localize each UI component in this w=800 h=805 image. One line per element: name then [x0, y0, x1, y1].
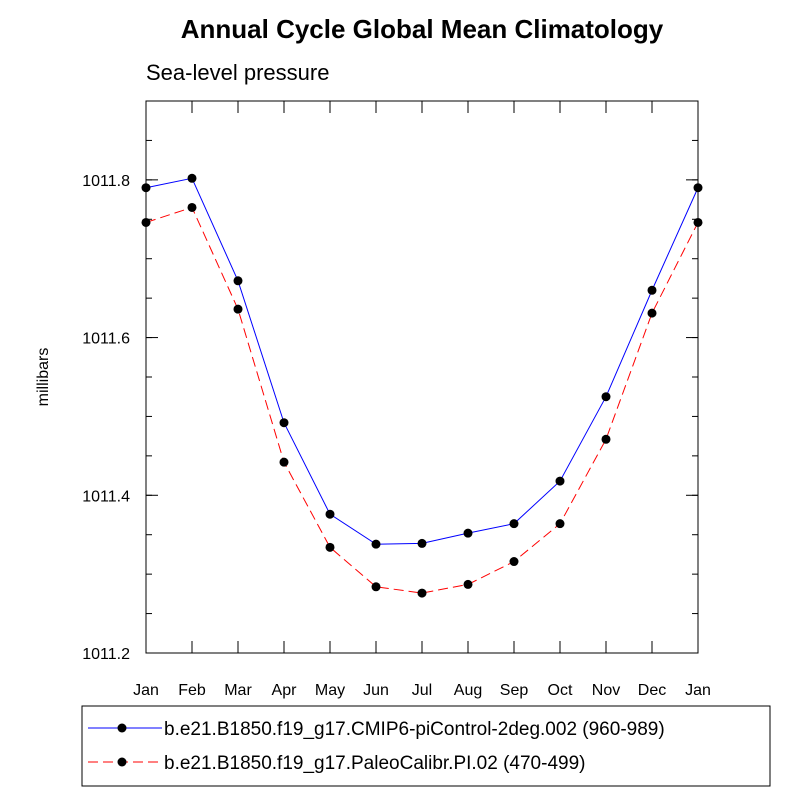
x-tick-label: Jan	[133, 682, 159, 699]
x-tick-label: Aug	[454, 682, 482, 699]
x-tick-label: Jul	[412, 682, 432, 699]
series-1-point	[233, 276, 243, 286]
x-tick-label: Sep	[500, 682, 529, 699]
y-axis-label: millibars	[35, 348, 52, 407]
series-1-point	[187, 173, 197, 183]
legend-marker-2	[117, 757, 127, 767]
series-1-point	[463, 528, 473, 538]
legend-marker-1	[117, 723, 127, 733]
chart-title: Annual Cycle Global Mean Climatology	[181, 14, 664, 44]
legend-label-2: b.e21.B1850.f19_g17.PaleoCalibr.PI.02 (4…	[164, 753, 585, 774]
series-2-point	[279, 457, 289, 467]
series-line-2	[145, 206, 699, 594]
series-2-point	[141, 217, 151, 227]
series-1-point	[279, 418, 289, 428]
series-1-point	[325, 509, 335, 519]
series-2-point	[555, 519, 565, 529]
y-tick-label: 1011.2	[82, 646, 130, 663]
x-tick-label: Oct	[548, 682, 573, 699]
legend-box	[81, 705, 771, 787]
series-1-point	[509, 519, 519, 529]
series-2-point	[509, 557, 519, 567]
legend: b.e21.B1850.f19_g17.CMIP6-piControl-2deg…	[81, 705, 771, 787]
series-2-point	[417, 588, 427, 598]
x-tick-label: May	[315, 682, 345, 699]
y-tick-label: 1011.8	[82, 173, 130, 190]
plot-area: Jan Feb Mar Apr May Jun Jul Aug Sep Oct Nov Dec Jan 1…	[82, 100, 711, 699]
series-1-point	[141, 183, 151, 193]
series-2-point	[647, 308, 657, 318]
series-2-point	[187, 202, 197, 212]
series-1-point	[417, 538, 427, 548]
series-1-point	[647, 285, 657, 295]
series-1-point	[555, 476, 565, 486]
series-2-point	[371, 582, 381, 592]
x-tick-label: Feb	[178, 682, 206, 699]
x-tick-label: Jan	[685, 682, 711, 699]
y-tick-label: 1011.6	[82, 331, 130, 348]
series-1-point	[601, 392, 611, 402]
x-tick-label: Dec	[638, 682, 666, 699]
series-1-point	[371, 539, 381, 549]
x-tick-label: Apr	[272, 682, 298, 699]
x-tick-label: Mar	[224, 682, 252, 699]
y-tick-label: 1011.4	[82, 488, 130, 505]
chart-subtitle: Sea-level pressure	[146, 60, 329, 85]
plot-frame	[145, 100, 699, 654]
x-tick-label: Jun	[363, 682, 389, 699]
x-tick-label: Nov	[592, 682, 620, 699]
series-line-1	[145, 177, 699, 545]
series-2-point	[325, 542, 335, 552]
series-2-point	[463, 579, 473, 589]
series-1-point	[693, 183, 703, 193]
series-2-point	[693, 217, 703, 227]
legend-label-1: b.e21.B1850.f19_g17.CMIP6-piControl-2deg…	[164, 719, 665, 740]
series-2-point	[233, 304, 243, 314]
series-2-point	[601, 434, 611, 444]
